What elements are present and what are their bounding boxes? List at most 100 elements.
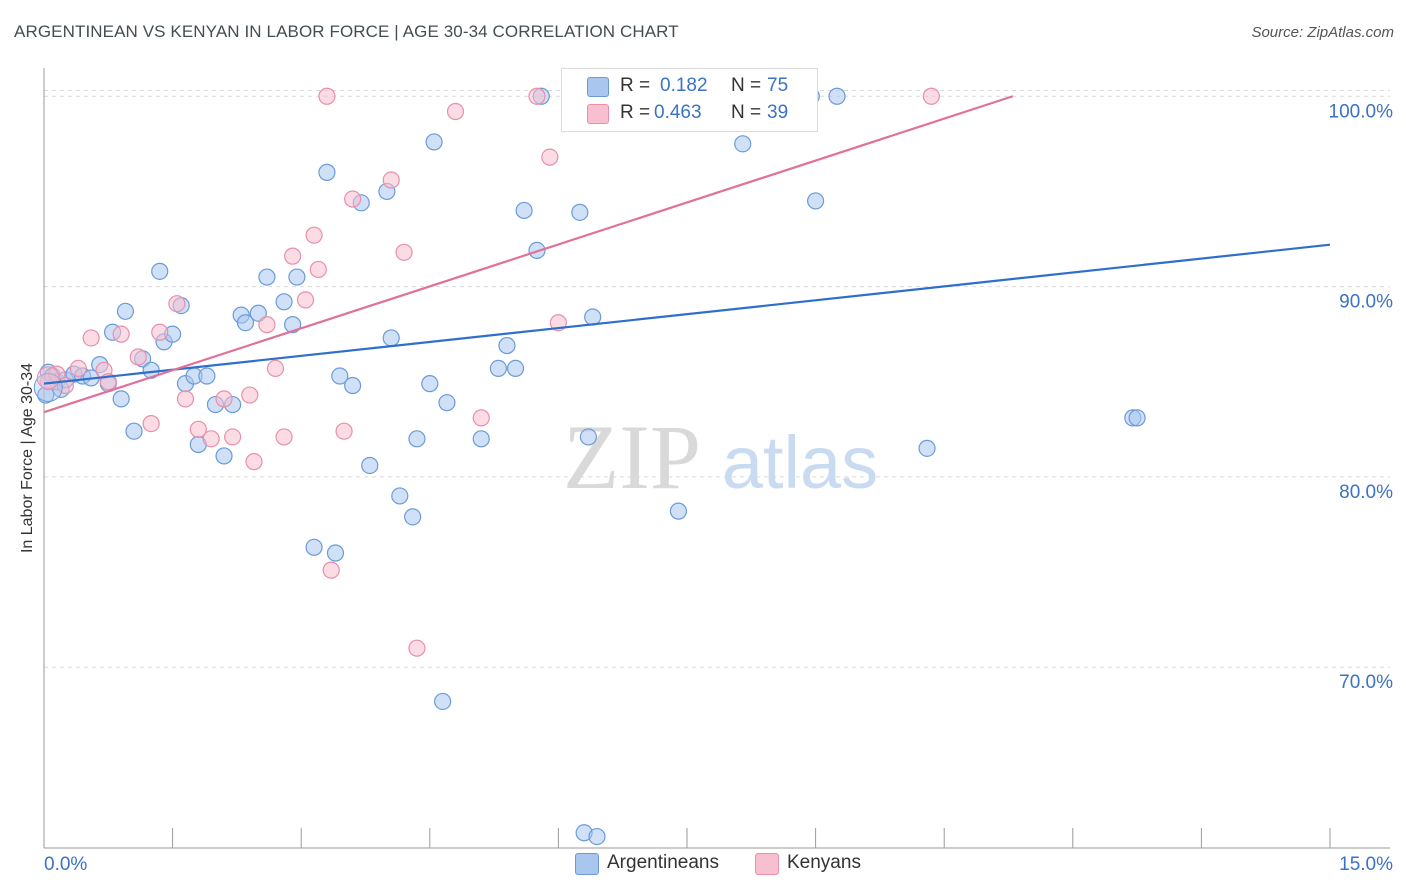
argentinean-trendline [43,243,1331,385]
argentinean-point [918,439,936,457]
y-tick-label: 80.0% [1339,482,1393,503]
argentinean-point [318,163,336,181]
argentinean-point [361,456,379,475]
argentinean-point [116,302,135,320]
y-tick-label: 100.0% [1329,101,1394,122]
kenyan-point [241,386,259,404]
kenyan-point [215,390,233,408]
argentinean-point [112,390,130,408]
legend-label-kenyans: Kenyans [787,852,861,873]
trendlines [43,95,1331,414]
argentinean-point [249,304,267,322]
y-tick-label: 90.0% [1339,292,1393,313]
y-tick-label: 70.0% [1339,672,1393,693]
kenyan-point [318,87,336,105]
argentinean-point [198,367,216,385]
stats-legend: R = 0.182 N = 75 R = 0.463 N = 39 [561,68,818,132]
argentinean-point [288,268,306,286]
kenyan-point [245,453,263,471]
source-credit: Source: ZipAtlas.com [1251,24,1394,41]
r-value: 0.182 [660,75,708,96]
x-tick-label: 0.0% [44,854,87,875]
r-label: R = [620,102,651,123]
legend-label-argentineans: Argentineans [607,852,719,873]
n-value: 75 [767,75,789,96]
gridlines [44,90,1390,668]
argentinean-point [344,376,362,395]
kenyan-point [151,323,169,341]
n-label: N = [731,75,762,96]
argentinean-point [305,538,323,556]
kenyan-point [541,148,559,166]
n-label: N = [731,102,762,123]
argentinean-point [438,394,456,412]
argentinean-point [425,133,443,151]
argentinean-point [434,692,452,711]
argentinean-point [498,336,516,355]
chart-title: ARGENTINEAN VS KENYAN IN LABOR FORCE | A… [14,22,679,41]
axes [43,68,1390,849]
legend-swatch-argentineans [575,853,599,875]
kenyan-point [528,87,546,105]
argentinean-point [258,268,276,286]
n-value: 39 [767,102,789,123]
kenyan-point [275,428,293,446]
kenyan-point [382,171,400,189]
r-label: R = [620,75,651,96]
kenyan-point [322,561,340,579]
argentinean-point [404,508,422,526]
kenyan-point [309,260,327,279]
kenyan-point [189,420,207,438]
kenyan-point [266,359,285,378]
kenyan-point [395,243,413,261]
argentinean-point [215,447,233,465]
watermark-zip: ZIP [563,406,701,508]
kenyan-point [305,226,323,244]
argentinean-point [421,375,439,393]
argentinean-point [806,192,825,210]
kenyan-point [112,325,130,343]
kenyan-point [344,190,362,208]
argentinean-point [584,308,602,326]
kenyan-point [69,359,87,378]
argentinean-point [515,201,533,220]
argentinean-point [284,316,302,334]
watermark-atlas: atlas [722,421,878,504]
argentinean-point [669,502,688,520]
tick-labels: 70.0% 80.0% 90.0% 100.0% 0.0% 15.0% [44,101,1393,875]
kenyan-point [922,87,940,105]
argentinean-point [1128,409,1146,427]
stats-legend-row-argentineans: R = 0.182 N = 75 [562,75,817,99]
argentinean-point [571,203,589,221]
kenyan-point [335,422,353,440]
kenyan-point [258,316,276,334]
argentinean-point [391,487,409,505]
kenyan-point [129,348,147,366]
stats-legend-row-kenyans: R = 0.463 N = 39 [562,102,817,126]
watermark: ZIP atlas [563,406,878,508]
kenyan-point [296,291,315,309]
x-tick-label: 15.0% [1339,854,1393,875]
argentinean-point [151,262,169,280]
argentinean-cluster-point [33,372,63,402]
argentinean-point [275,293,293,311]
kenyan-point [168,295,186,313]
argentinean-point [489,359,507,378]
argentinean-point [506,359,525,378]
kenyan-point [284,247,302,265]
argentinean-point [236,314,255,332]
argentinean-point [472,430,490,448]
argentinean-point [125,422,143,440]
legend-swatch-kenyans [755,853,779,875]
kenyan-point [82,329,100,347]
kenyan-trendline [43,95,1014,414]
argentinean-point [331,367,349,385]
kenyan-point [472,409,490,427]
argentinean-point [408,430,426,448]
kenyan-point [142,414,160,433]
argentinean-point [326,544,345,562]
argentinean-point [734,135,752,153]
legend-swatch-kenyans [587,104,609,124]
argentinean-point [579,428,598,446]
